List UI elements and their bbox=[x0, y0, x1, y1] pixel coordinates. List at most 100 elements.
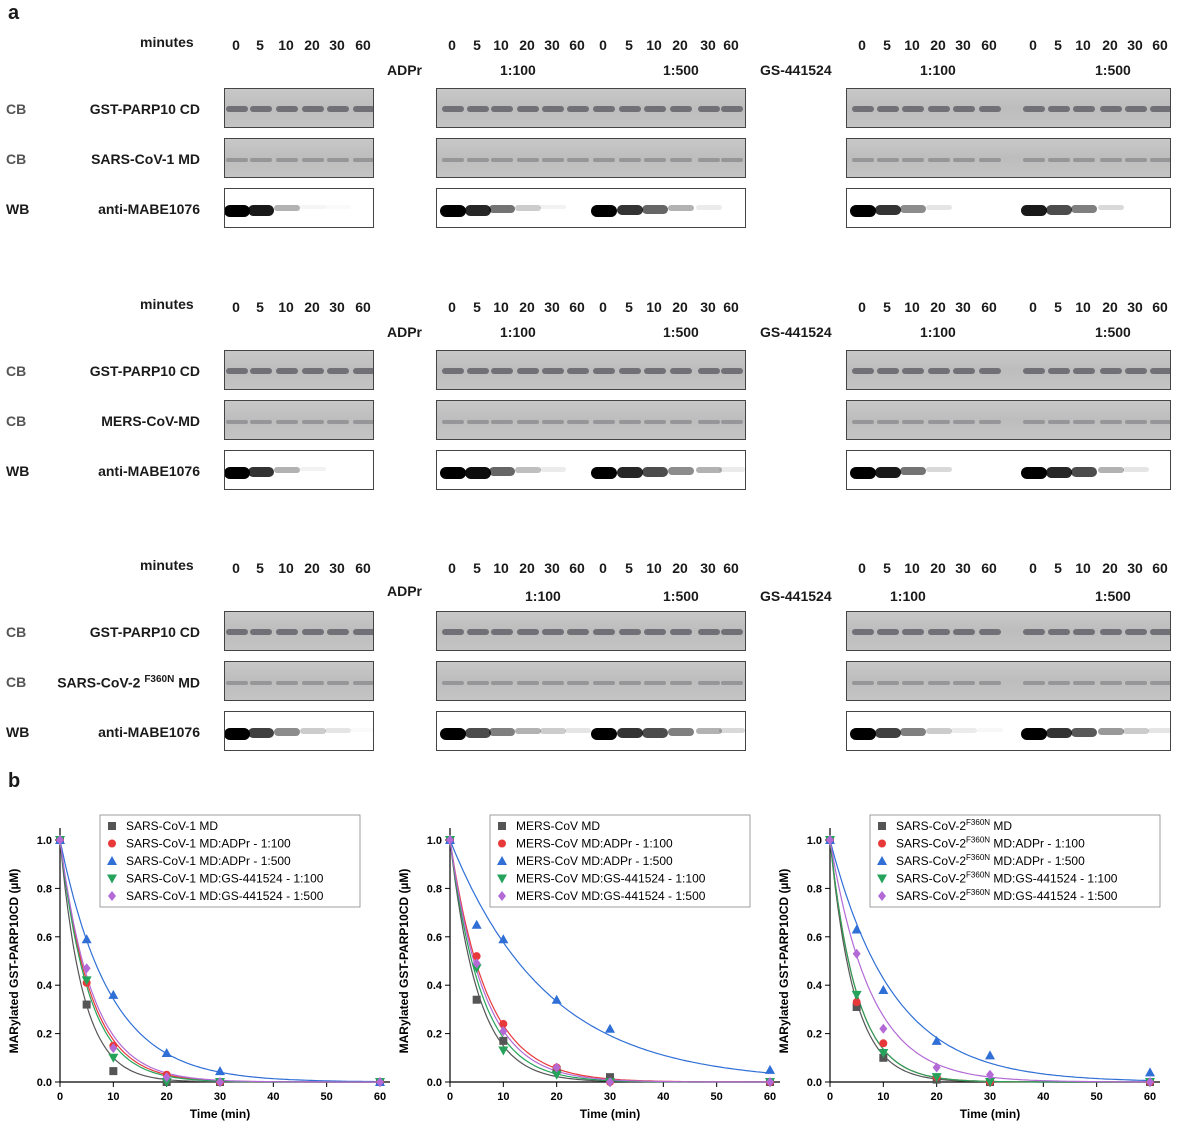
gel-band bbox=[642, 205, 668, 214]
treatment-label: ADPr bbox=[387, 583, 423, 599]
ratio-label: 1:500 bbox=[663, 588, 699, 604]
gel-band bbox=[276, 368, 298, 374]
lane-time-label: 20 bbox=[1102, 37, 1118, 53]
gel-band bbox=[1071, 205, 1097, 213]
data-point bbox=[878, 1048, 889, 1058]
data-point bbox=[878, 891, 886, 901]
lane-time-label: 20 bbox=[519, 560, 535, 576]
y-tick-label: 0.2 bbox=[427, 1029, 442, 1041]
data-point bbox=[499, 1019, 508, 1028]
gel-band bbox=[353, 106, 373, 112]
y-tick-label: 0.8 bbox=[427, 883, 442, 895]
gel-band bbox=[877, 368, 899, 374]
data-point bbox=[852, 998, 861, 1007]
gel-band bbox=[644, 629, 666, 635]
lane-time-label: 5 bbox=[256, 37, 264, 53]
data-point bbox=[446, 835, 454, 845]
gel-band bbox=[540, 467, 566, 472]
gel-band bbox=[953, 368, 975, 374]
gel-band bbox=[1098, 467, 1124, 474]
data-point bbox=[472, 952, 481, 961]
gel-band bbox=[274, 205, 300, 212]
gel-band bbox=[302, 158, 324, 162]
data-point bbox=[878, 839, 886, 848]
data-point bbox=[162, 1072, 171, 1083]
legend-name: SARS-CoV-2 bbox=[896, 837, 966, 851]
gel-band bbox=[721, 106, 743, 112]
gel-band bbox=[442, 420, 464, 424]
x-tick-label: 10 bbox=[877, 1091, 889, 1103]
coomassie-gel-strip bbox=[436, 400, 746, 440]
lane-time-label: 10 bbox=[278, 560, 294, 576]
legend-suffix: MD:GS-441524 - 1:100 bbox=[990, 872, 1118, 886]
lane-time-label: 20 bbox=[672, 560, 688, 576]
gel-band bbox=[698, 158, 720, 162]
gel-band bbox=[670, 681, 692, 685]
decay-chart: 0 10 20 30 40 50 60 0.0 0.2 0.4 0.6 0.8 1.0 Time (min… bbox=[397, 814, 780, 1121]
y-tick-label: 0.2 bbox=[37, 1029, 52, 1041]
gel-band bbox=[1150, 681, 1170, 685]
lane-time-label: 5 bbox=[256, 299, 264, 315]
lane-time-label: 60 bbox=[1152, 37, 1168, 53]
x-tick-label: 20 bbox=[551, 1091, 563, 1103]
data-point bbox=[1146, 1077, 1154, 1087]
lane-time-label: 30 bbox=[1127, 37, 1143, 53]
gel-band bbox=[1100, 158, 1122, 162]
x-tick-label: 30 bbox=[984, 1091, 996, 1103]
lane-time-label: 5 bbox=[473, 560, 481, 576]
coomassie-gel-strip bbox=[224, 138, 374, 178]
gel-band bbox=[351, 728, 373, 732]
western-blot-strip bbox=[846, 188, 1171, 228]
gel-band bbox=[1150, 368, 1170, 374]
gel-band bbox=[1021, 467, 1047, 479]
gel-band bbox=[351, 205, 373, 209]
gel-band bbox=[875, 467, 901, 479]
gel-band bbox=[875, 205, 901, 216]
gel-band bbox=[900, 467, 926, 476]
protein-name: SARS-CoV-2 bbox=[57, 674, 145, 691]
x-axis-label: Time (min) bbox=[580, 1107, 640, 1121]
gel-band bbox=[542, 158, 564, 162]
data-point bbox=[552, 1062, 561, 1073]
gel-band bbox=[852, 106, 874, 112]
gel-band bbox=[567, 368, 589, 374]
gel-band bbox=[276, 158, 298, 162]
gel-band bbox=[327, 420, 349, 424]
lane-time-label: 5 bbox=[625, 560, 633, 576]
lane-time-label: 0 bbox=[599, 299, 607, 315]
gel-band bbox=[274, 728, 300, 736]
x-tick-label: 40 bbox=[1037, 1091, 1049, 1103]
gel-band bbox=[567, 420, 589, 424]
gel-band bbox=[565, 728, 591, 733]
gel-band bbox=[517, 368, 539, 374]
gel-band bbox=[515, 728, 541, 735]
lane-time-label: 10 bbox=[904, 560, 920, 576]
gel-band bbox=[951, 728, 977, 733]
gel-band bbox=[440, 467, 466, 479]
gel-band bbox=[491, 368, 513, 374]
row-type-wb: WB bbox=[6, 201, 30, 217]
row-type-cb: CB bbox=[6, 413, 27, 429]
gel-band bbox=[698, 106, 720, 112]
lane-time-label: 60 bbox=[981, 560, 997, 576]
gel-band bbox=[926, 728, 952, 734]
gel-band bbox=[248, 728, 274, 738]
ratio-label: 1:500 bbox=[1095, 324, 1131, 340]
gel-band bbox=[852, 681, 874, 685]
gel-band bbox=[593, 681, 615, 685]
lane-time-label: 10 bbox=[493, 560, 509, 576]
gel-band bbox=[442, 681, 464, 685]
row-antibody-label: anti-MABE1076 bbox=[98, 724, 200, 740]
ratio-label: 1:500 bbox=[1095, 62, 1131, 78]
gel-band bbox=[719, 467, 745, 472]
lane-time-label: 10 bbox=[1075, 560, 1091, 576]
gel-band bbox=[226, 629, 248, 635]
x-tick-label: 60 bbox=[374, 1091, 386, 1103]
coomassie-gel-strip bbox=[846, 138, 1171, 178]
lane-time-label: 0 bbox=[599, 37, 607, 53]
gel-band bbox=[567, 629, 589, 635]
gel-band bbox=[1123, 205, 1149, 209]
gel-band bbox=[491, 629, 513, 635]
gel-band bbox=[979, 106, 1001, 112]
legend-box bbox=[99, 814, 361, 908]
